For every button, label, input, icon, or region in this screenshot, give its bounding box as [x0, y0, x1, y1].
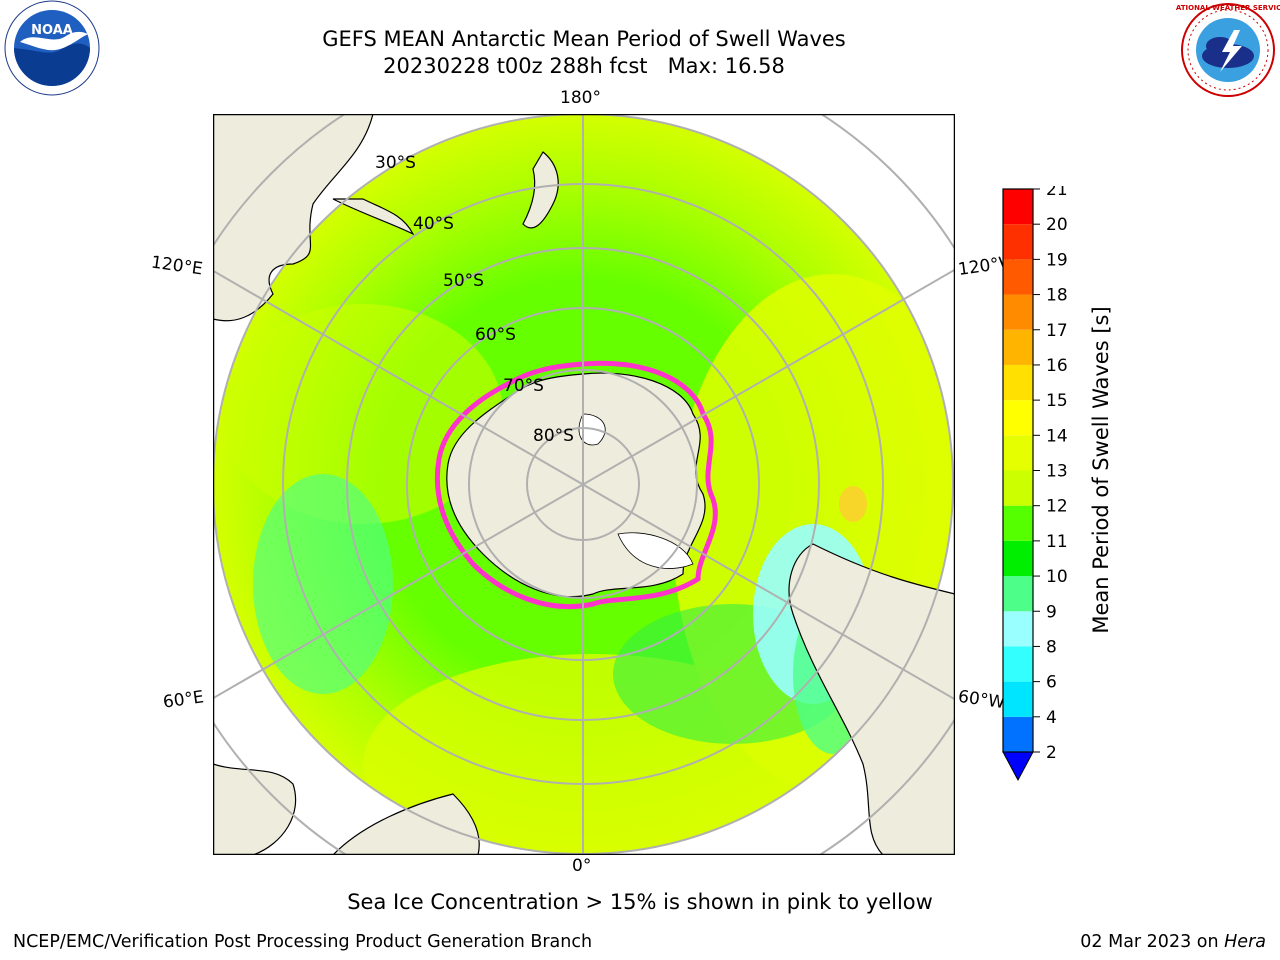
colorbar-segment: [1003, 259, 1033, 295]
noaa-logo-icon: NOAA: [4, 0, 100, 96]
lat-label-80s: 80°S: [533, 426, 574, 446]
colorbar-tick-label: 12: [1046, 497, 1068, 517]
colorbar-tick-label: 17: [1046, 321, 1068, 341]
lat-label-60s: 60°S: [475, 325, 516, 345]
colorbar: 2 4 6 8 9 10 11 12 13 14 15 16 17 18 19 20 21 Mean Perio…: [1002, 186, 1113, 782]
colorbar-tick-label: 8: [1046, 637, 1057, 657]
lon-label-120e: 120°E: [149, 252, 204, 280]
lon-label-180: 180°: [560, 88, 601, 108]
colorbar-segment: [1003, 364, 1033, 401]
nws-logo-icon: NATIONAL WEATHER SERVICE: [1176, 3, 1280, 97]
colorbar-tick-label: 4: [1046, 708, 1057, 728]
colorbar-tick-label: 10: [1046, 567, 1068, 587]
lon-label-60w: 60°W: [956, 686, 1007, 714]
colorbar-under-arrow: [1002, 751, 1034, 782]
sea-ice-edge: [434, 360, 718, 610]
colorbar-segment: [1003, 576, 1033, 612]
colorbar-tick-label: 16: [1046, 356, 1068, 376]
nws-logo-text: NATIONAL WEATHER SERVICE: [1176, 4, 1280, 12]
lat-label-50s: 50°S: [443, 271, 484, 291]
footer-date: 02 Mar 2023 on Hera: [1080, 932, 1266, 952]
polar-map: 30°S 40°S 50°S 60°S 70°S 80°S: [213, 114, 955, 855]
colorbar-segment: [1003, 505, 1033, 541]
lat-label-70s: 70°S: [503, 376, 544, 396]
colorbar-tick-label: 2: [1046, 743, 1057, 763]
colorbar-tick-label: 13: [1046, 462, 1068, 482]
colorbar-tick-label: 18: [1046, 286, 1068, 306]
colorbar-tick-label: 15: [1046, 391, 1068, 411]
colorbar-label: Mean Period of Swell Waves [s]: [1089, 306, 1113, 633]
map-subtitle: 20230228 t00z 288h fcst Max: 16.58: [383, 54, 785, 78]
lat-label-30s: 30°S: [375, 153, 416, 173]
colorbar-segment: [1003, 294, 1033, 330]
colorbar-tick-label: 11: [1046, 532, 1068, 552]
lon-label-0: 0°: [572, 856, 592, 876]
colorbar-segment: [1003, 470, 1033, 506]
colorbar-tick-label: 19: [1046, 250, 1068, 270]
colorbar-segment: [1003, 189, 1033, 225]
footer-date-text: 02 Mar 2023 on: [1080, 932, 1225, 952]
colorbar-tick-label: 6: [1046, 673, 1057, 693]
lon-label-60e: 60°E: [161, 687, 206, 713]
colorbar-segment: [1003, 329, 1033, 365]
colorbar-segment: [1003, 646, 1033, 682]
footer-machine: Hera: [1224, 932, 1266, 952]
footer-credit: NCEP/EMC/Verification Post Processing Pr…: [13, 932, 593, 952]
colorbar-segment: [1003, 540, 1033, 577]
colorbar-tick-label: 21: [1046, 186, 1068, 200]
colorbar-tick-label: 9: [1046, 602, 1057, 622]
colorbar-segment: [1003, 716, 1033, 752]
map-title: GEFS MEAN Antarctic Mean Period of Swell…: [322, 27, 846, 51]
noaa-logo-text: NOAA: [31, 23, 73, 38]
colorbar-tick-label: 14: [1046, 426, 1068, 446]
colorbar-segment: [1003, 611, 1033, 647]
colorbar-segment: [1003, 681, 1033, 717]
land-masses: [213, 114, 955, 855]
map-border: [213, 114, 955, 855]
colorbar-segment: [1003, 224, 1033, 260]
colorbar-segment: [1003, 435, 1033, 471]
colorbar-segment: [1003, 400, 1033, 436]
sea-ice-note: Sea Ice Concentration > 15% is shown in …: [347, 890, 933, 914]
colorbar-tick-label: 20: [1046, 215, 1068, 235]
lat-label-40s: 40°S: [413, 214, 454, 234]
